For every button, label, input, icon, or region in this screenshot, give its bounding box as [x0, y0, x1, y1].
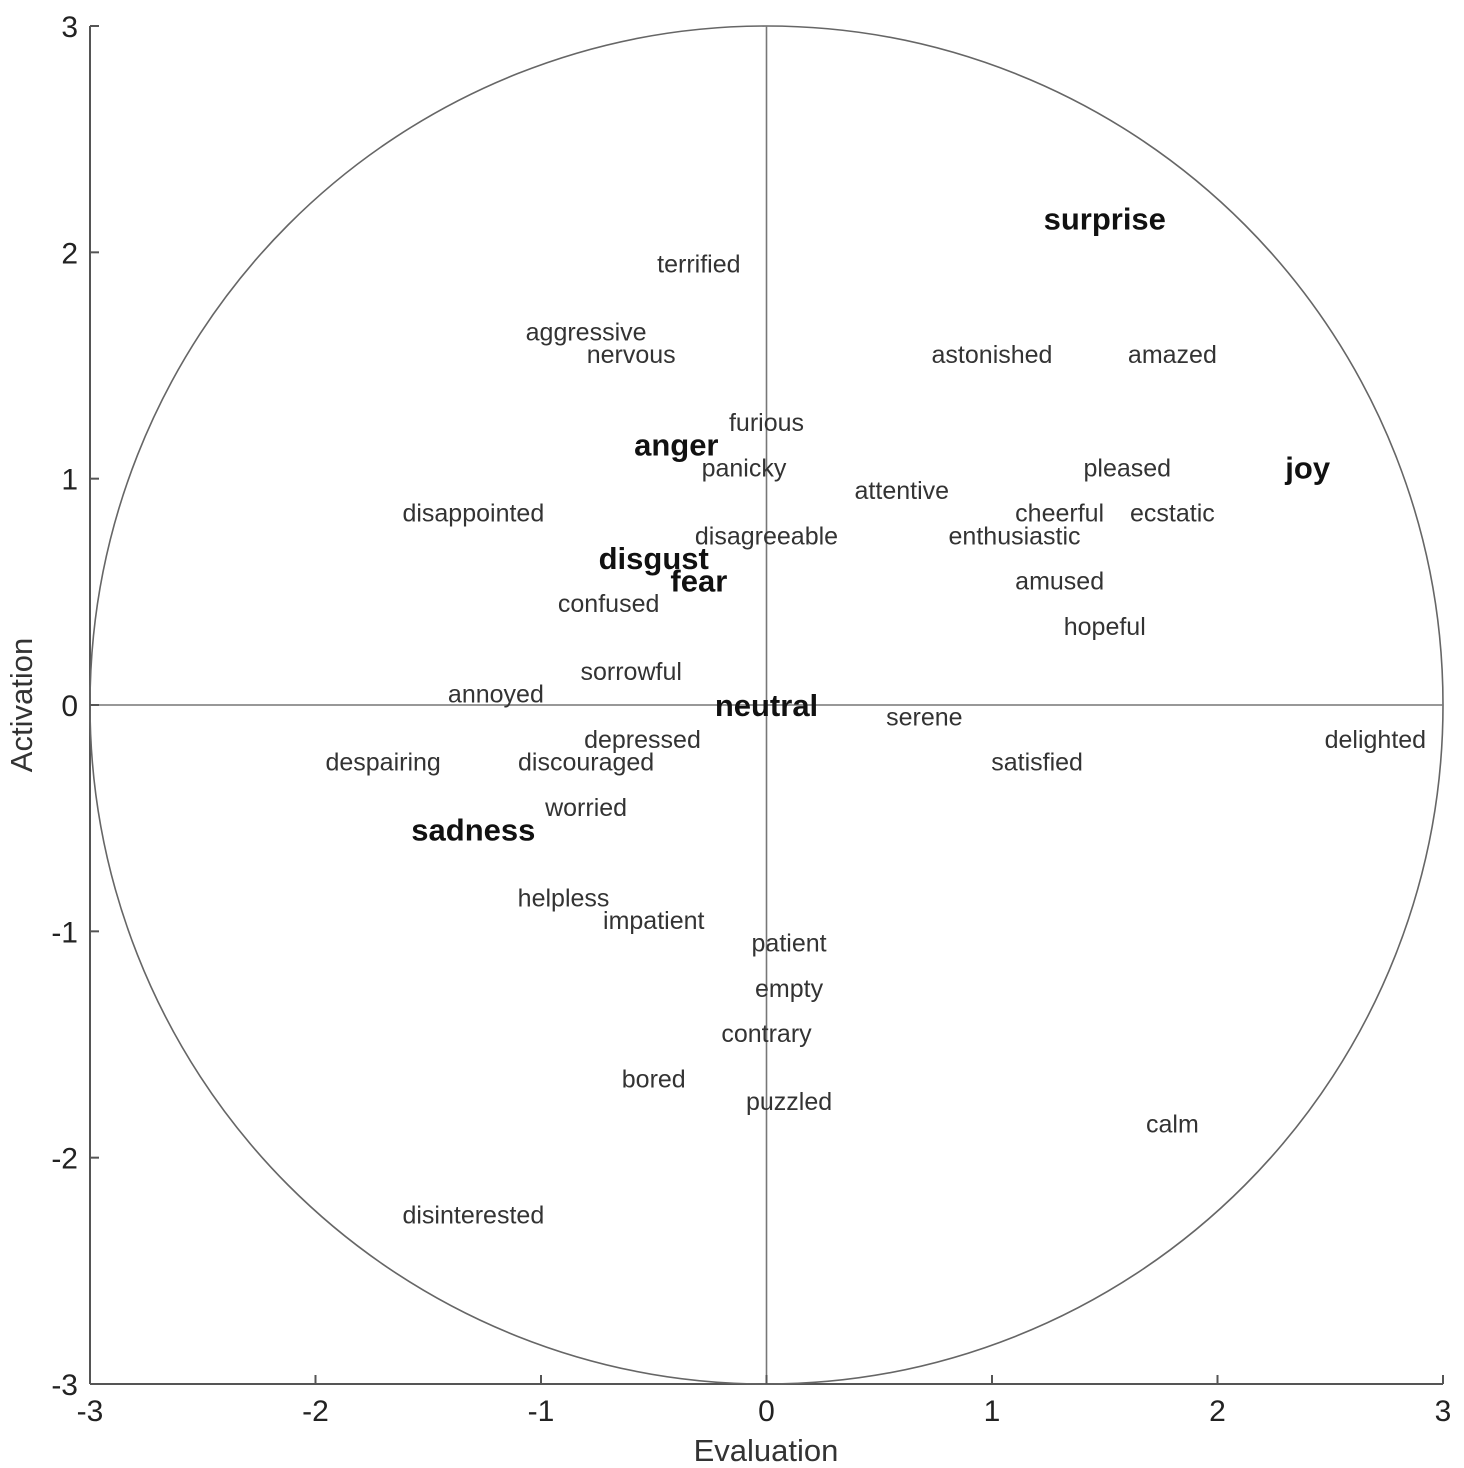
emotion-word: astonished [932, 341, 1053, 369]
emotion-word: despairing [325, 749, 440, 777]
emotion-word: depressed [584, 726, 701, 754]
emotion-word: panicky [702, 454, 787, 482]
basic-emotion-label: surprise [1044, 201, 1166, 236]
emotion-word: attentive [855, 477, 950, 505]
emotion-word: empty [755, 975, 824, 1003]
emotion-word: helpless [518, 884, 610, 912]
origin-lines-layer [90, 26, 1443, 1384]
emotion-word: satisfied [991, 749, 1083, 777]
emotion-word: calm [1146, 1111, 1199, 1139]
y-tick-label: 0 [61, 690, 78, 723]
x-tick-label: -1 [528, 1395, 555, 1428]
emotion-word: confused [558, 590, 659, 618]
y-tick-label: -3 [51, 1369, 78, 1402]
emotion-word: nervous [587, 341, 676, 369]
emotion-word: bored [622, 1065, 686, 1093]
y-axis-label: Activation [4, 638, 39, 772]
y-tick-label: -2 [51, 1143, 78, 1176]
basic-emotion-label: joy [1284, 450, 1331, 485]
emotion-word: ecstatic [1130, 500, 1215, 528]
emotion-word: disagreeable [695, 522, 838, 550]
basic-emotion-label: neutral [715, 688, 818, 723]
emotion-word: serene [886, 703, 962, 731]
emotion-word: terrified [657, 251, 740, 279]
basic-emotion-label: sadness [411, 812, 535, 847]
x-tick-label: -3 [77, 1395, 104, 1428]
x-tick-label: 0 [758, 1395, 775, 1428]
basic-emotion-label: anger [634, 428, 718, 463]
x-tick-label: 3 [1435, 1395, 1452, 1428]
emotion-word: furious [729, 409, 804, 437]
emotion-word: pleased [1084, 454, 1172, 482]
emotion-word: sorrowful [580, 658, 681, 686]
emotion-word: aggressive [526, 319, 647, 347]
emotion-word: enthusiastic [949, 522, 1081, 550]
y-tick-label: 2 [61, 237, 78, 270]
axis-ticks-layer: -3 -2 -1 0 1 2 3 -3 -2 -1 0 1 2 3 [51, 11, 1451, 1428]
x-tick-label: 2 [1209, 1395, 1226, 1428]
emotion-word: patient [752, 930, 827, 958]
x-axis-label: Evaluation [694, 1433, 839, 1468]
emotion-word: contrary [721, 1020, 812, 1048]
emotion-word: discouraged [518, 749, 654, 777]
emotion-word: disinterested [402, 1201, 544, 1229]
y-tick-label: 1 [61, 464, 78, 497]
emotion-word: delighted [1325, 726, 1426, 754]
y-tick-label: 3 [61, 11, 78, 44]
emotion-word: puzzled [746, 1088, 832, 1116]
emotion-word: amazed [1128, 341, 1217, 369]
emotion-word: annoyed [448, 681, 544, 709]
emotion-word: amused [1015, 568, 1104, 596]
emotion-word: disappointed [402, 500, 544, 528]
emotion-word: hopeful [1064, 613, 1146, 641]
emotion-word: worried [544, 794, 627, 822]
x-tick-label: 1 [984, 1395, 1001, 1428]
y-tick-label: -1 [51, 916, 78, 949]
basic-emotion-label: fear [670, 564, 727, 599]
basic-emotion-label: disgust [599, 541, 709, 576]
x-tick-label: -2 [302, 1395, 329, 1428]
emotion-word: impatient [603, 907, 704, 935]
emotion-word: cheerful [1015, 500, 1104, 528]
